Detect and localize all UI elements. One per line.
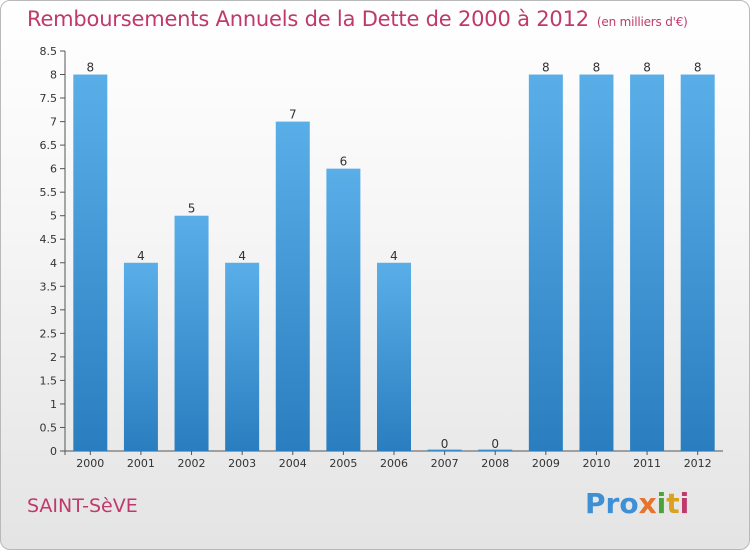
bar-layer [73,74,715,452]
data-label: 4 [137,249,145,263]
chart-title-text: Remboursements Annuels de la Dette de 20… [27,7,589,31]
x-tick-label: 2007 [431,457,459,470]
proxiti-logo: Proxiti [585,487,689,520]
bar [73,74,108,451]
bar [225,262,260,451]
bar [579,74,614,451]
y-tick-label: 3 [50,304,57,317]
data-label: 4 [390,249,398,263]
logo-part-3: i [656,487,667,520]
bar [427,449,462,451]
y-tick-label: 0 [50,445,57,458]
x-tick-label: 2009 [532,457,560,470]
y-tick-label: 4 [50,257,57,270]
y-tick-label: 6 [50,163,57,176]
bar [680,74,715,451]
x-tick-label: 2001 [127,457,155,470]
data-label: 0 [491,437,499,451]
bar [528,74,563,451]
bar [123,262,158,451]
y-tick-label: 8 [50,69,57,82]
data-label: 8 [542,61,550,75]
logo-part-5: i [679,487,690,520]
y-tick-label: 3.5 [40,280,58,293]
y-tick-label: 5.5 [40,186,58,199]
bar [275,121,310,452]
axis-layer: 0 0.5 1 1.5 2 2.5 3 3.5 4 4.5 5 5.5 6 6.5 7 7.5 8 8.5 [40,45,723,458]
y-tick-label: 4.5 [40,233,58,246]
x-tick-label: 2003 [228,457,256,470]
x-tick-label: 2006 [380,457,408,470]
bar [174,215,209,451]
x-tick-label: 2002 [178,457,206,470]
data-label: 6 [340,155,348,169]
bar [478,449,513,451]
x-tick-label: 2005 [329,457,357,470]
data-label: 8 [694,61,702,75]
y-tick-label: 1 [50,398,57,411]
x-tick-label: 2008 [481,457,509,470]
y-tick-label: 2.5 [40,327,58,340]
data-label: 8 [593,61,601,75]
data-label: 5 [188,202,196,216]
y-tick-label: 8.5 [40,45,58,58]
y-tick-label: 1.5 [40,374,58,387]
logo-part-2: x [638,487,657,520]
y-tick-label: 6.5 [40,139,58,152]
x-tick-label: 2012 [684,457,712,470]
x-tick-label: 2000 [76,457,104,470]
y-tick-label: 5 [50,210,57,223]
bar [326,168,361,451]
x-tick-label: 2010 [582,457,610,470]
y-tick-label: 0.5 [40,421,58,434]
data-label: 0 [441,437,449,451]
x-tick-label: 2011 [633,457,661,470]
data-label: 8 [643,61,651,75]
commune-name: SAINT-SèVE [27,495,138,517]
label-layer: 2000 8 2001 4 2002 5 2003 4 2004 7 2005 6 2006 4 2007 0… [76,61,711,470]
chart-title: Remboursements Annuels de la Dette de 20… [27,7,688,31]
logo-part-1: Pro [585,487,639,520]
logo-part-4: t [666,487,680,520]
data-label: 7 [289,108,297,122]
bar [377,262,411,451]
x-tick-label: 2004 [279,457,307,470]
data-label: 8 [86,61,94,75]
chart-unit-note: (en milliers d'€) [596,15,688,29]
y-tick-label: 2 [50,351,57,364]
bar [630,74,665,451]
y-tick-label: 7 [50,116,57,129]
y-tick-label: 7.5 [40,92,58,105]
data-label: 4 [238,249,246,263]
